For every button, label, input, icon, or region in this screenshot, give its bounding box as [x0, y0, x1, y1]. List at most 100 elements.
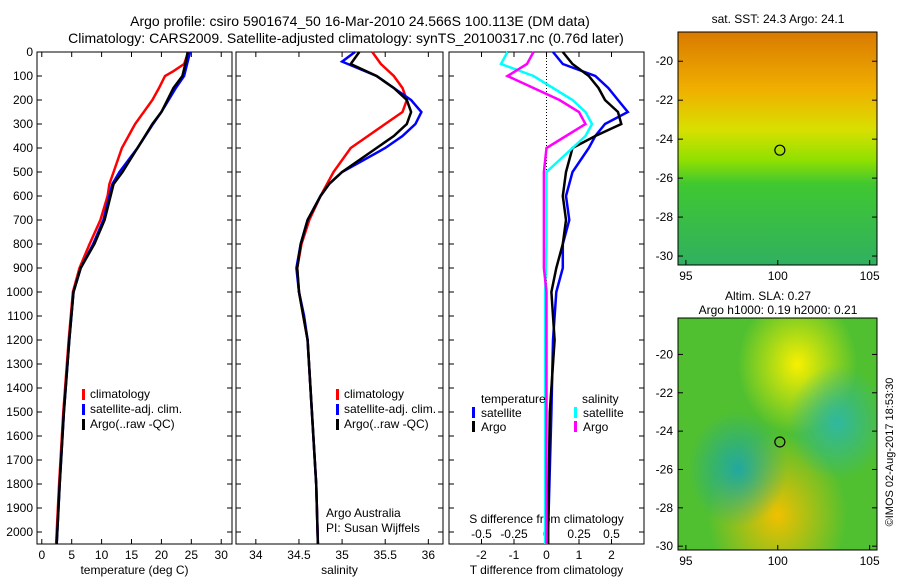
- s-tick-label: 0.25: [567, 527, 591, 541]
- series-line-temperature-satellite: [546, 51, 630, 544]
- x-tick-label: 10: [95, 548, 109, 562]
- legend-label: Argo(..raw -QC): [344, 417, 429, 431]
- series-line-argo-raw-qc-: [55, 51, 189, 545]
- lat-tick-label: -20: [656, 54, 674, 68]
- map-subtitle: Argo h1000: 0.19 h2000: 0.21: [699, 303, 858, 317]
- series-line-argo-raw-qc-: [295, 51, 413, 545]
- legend-label: Argo: [583, 420, 609, 434]
- x-tick-label: 34: [249, 548, 263, 562]
- y-tick-label: 1900: [6, 501, 33, 515]
- lat-tick-label: -24: [656, 424, 674, 438]
- x-tick-label: 25: [185, 548, 199, 562]
- legend-label: climatology: [90, 387, 150, 401]
- map-title: sat. SST: 24.3 Argo: 24.1: [712, 12, 845, 26]
- lon-tick-label: 95: [679, 554, 693, 568]
- y-tick-label: 900: [13, 261, 33, 275]
- x-tick-label: 36: [422, 548, 436, 562]
- y-tick-label: 100: [13, 69, 33, 83]
- legend-label: climatology: [344, 387, 404, 401]
- y-tick-label: 500: [13, 165, 33, 179]
- x-tick-label: 35: [335, 548, 349, 562]
- y-tick-label: 400: [13, 141, 33, 155]
- lat-tick-label: -20: [656, 347, 674, 361]
- lon-tick-label: 105: [860, 269, 880, 283]
- lon-tick-label: 100: [768, 269, 788, 283]
- y-tick-label: 700: [13, 213, 33, 227]
- legend-label: satellite-adj. clim.: [344, 402, 436, 416]
- y-tick-label: 200: [13, 93, 33, 107]
- legend-label: satellite: [481, 406, 522, 420]
- sla-low: [678, 318, 877, 550]
- y-tick-label: 2000: [6, 525, 33, 539]
- lon-tick-label: 95: [679, 269, 693, 283]
- sst-field: [678, 32, 877, 265]
- x-tick-label: 15: [125, 548, 139, 562]
- legend-title: temperature: [481, 392, 546, 406]
- y-tick-label: 1200: [6, 333, 33, 347]
- y-tick-label: 600: [13, 189, 33, 203]
- lat-tick-label: -22: [656, 386, 674, 400]
- plot-panels: 0100200300400500600700800900100011001200…: [6, 12, 880, 577]
- x-axis-label: salinity: [321, 563, 358, 577]
- x-tick-label: 5: [68, 548, 75, 562]
- y-tick-label: 1800: [6, 477, 33, 491]
- s-tick-label: 0.5: [603, 527, 620, 541]
- lon-tick-label: 105: [860, 554, 880, 568]
- lat-tick-label: -24: [656, 132, 674, 146]
- x-tick-label: 30: [215, 548, 229, 562]
- y-tick-label: 1300: [6, 357, 33, 371]
- y-tick-label: 300: [13, 117, 33, 131]
- series-line-temperature-argo: [546, 51, 623, 544]
- s-tick-label: -0.25: [500, 527, 528, 541]
- y-tick-label: 1100: [7, 309, 33, 323]
- title-line-1: Argo profile: csiro 5901674_50 16-Mar-20…: [130, 13, 590, 29]
- x-tick-label: 20: [155, 548, 169, 562]
- legend-swatch: [82, 419, 85, 430]
- y-tick-label: 800: [13, 237, 33, 251]
- series-line-climatology: [54, 51, 190, 545]
- annotation-text: Argo Australia: [326, 506, 401, 520]
- legend-swatch: [336, 419, 339, 430]
- series-line-climatology: [295, 51, 409, 545]
- credit-text: ©IMOS 02-Aug-2017 18:53:30: [884, 378, 896, 527]
- y-tick-label: 1600: [6, 429, 33, 443]
- y-tick-label: 0: [26, 45, 33, 59]
- series-line-salinity-argo: [504, 51, 588, 544]
- y-tick-label: 1700: [6, 453, 33, 467]
- x-tick-label: 0: [543, 548, 550, 562]
- legend-swatch: [574, 421, 577, 432]
- s-tick-label: -0.5: [471, 527, 492, 541]
- argo-position-marker: [774, 436, 786, 448]
- legend-swatch: [472, 421, 475, 432]
- plot-frame-0: [36, 51, 233, 545]
- lat-tick-label: -22: [656, 93, 674, 107]
- lat-tick-label: -28: [656, 210, 674, 224]
- legend-label: satellite: [583, 406, 624, 420]
- legend-swatch: [82, 389, 85, 400]
- series-line-satellite-adj-clim-: [55, 51, 192, 545]
- title-line-2: Climatology: CARS2009. Satellite-adjuste…: [68, 30, 624, 46]
- lon-tick-label: 100: [768, 554, 788, 568]
- legend-swatch: [336, 389, 339, 400]
- legend-label: satellite-adj. clim.: [90, 402, 182, 416]
- y-tick-label: 1500: [6, 405, 33, 419]
- x-tick-label: 35.5: [374, 548, 398, 562]
- x-tick-label: 2: [608, 548, 615, 562]
- lat-tick-label: -30: [656, 539, 674, 553]
- legend-swatch: [336, 404, 339, 415]
- legend-label: Argo: [481, 420, 507, 434]
- map-title: Altim. SLA: 0.27: [725, 289, 811, 303]
- x-tick-label: -1: [509, 548, 520, 562]
- legend-swatch: [82, 404, 85, 415]
- legend-swatch: [574, 407, 577, 418]
- y-tick-label: 1400: [6, 381, 33, 395]
- x-tick-label: 34.5: [287, 548, 311, 562]
- x-tick-label: 0: [38, 548, 45, 562]
- argo-position-marker: [774, 144, 786, 156]
- annotation-text: PI: Susan Wijffels: [326, 521, 420, 535]
- lat-tick-label: -30: [656, 249, 674, 263]
- x-axis-label: temperature (deg C): [80, 563, 188, 577]
- plot-frame-1: [235, 51, 444, 545]
